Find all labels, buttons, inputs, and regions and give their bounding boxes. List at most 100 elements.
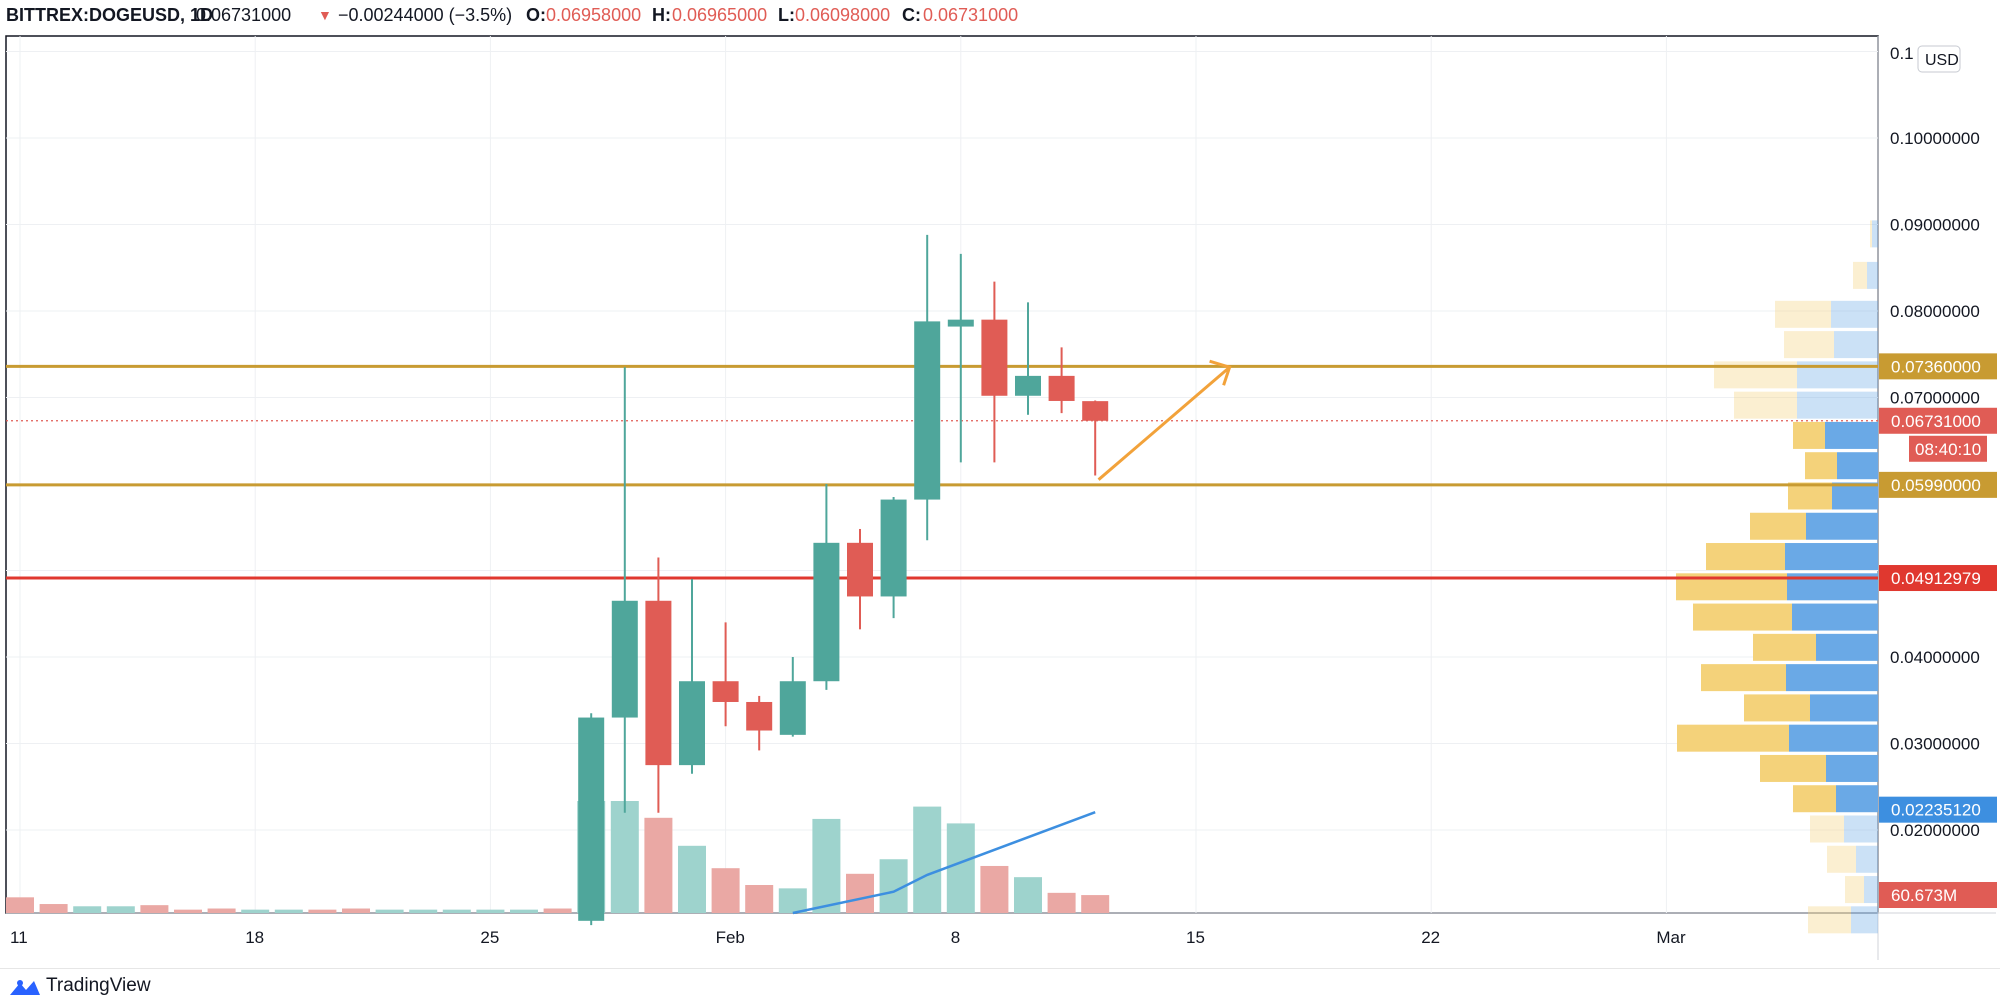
high-value: 0.06965000: [672, 5, 768, 25]
open-value: 0.06958000: [546, 5, 642, 25]
last-price: 0.06731000: [196, 5, 292, 25]
volume-bar: [6, 897, 34, 913]
volume-profile-bar-down: [1856, 845, 1878, 873]
open-label: O:: [526, 5, 546, 25]
volume-profile-bar-down: [1837, 452, 1878, 480]
level-price-label-bg: [1879, 471, 1997, 498]
volume-profile-bar-down: [1810, 694, 1878, 722]
brand-name[interactable]: TradingView: [46, 975, 151, 996]
blue-level-price-label: 0.02235120: [1891, 801, 1981, 820]
volume-profile-bar-up: [1784, 331, 1834, 359]
time-tick-label: 15: [1186, 928, 1205, 947]
volume-bar: [745, 885, 774, 913]
candle-down: [712, 681, 739, 702]
volume-bar: [241, 909, 270, 913]
volume-bar: [644, 817, 673, 913]
volume-profile-bar-down: [1872, 220, 1878, 248]
volume-bar: [39, 904, 68, 913]
volume-bar: [308, 909, 337, 913]
level-price-label: 0.05990000: [1891, 476, 1981, 495]
volume-profile-bar-down: [1826, 754, 1878, 782]
volume-profile-bar-down: [1816, 633, 1878, 661]
volume-profile-bar-down: [1825, 421, 1878, 449]
price-tick-label: 0.09000000: [1890, 216, 1980, 235]
candle-up: [914, 321, 941, 500]
volume-bar: [510, 909, 538, 913]
blue-level-price-label-bg: [1879, 796, 1997, 823]
volume-max-bg: [1879, 882, 1997, 908]
candles: [578, 234, 1109, 926]
tradingview-logo-icon[interactable]: [8, 977, 42, 999]
level-price-label-bg: [1879, 565, 1997, 592]
price-tick-label: 0.10000000: [1890, 129, 1980, 148]
volume-bar: [1014, 877, 1042, 913]
high-label: H:: [652, 5, 671, 25]
volume-bar: [1081, 895, 1110, 913]
time-axis[interactable]: 11 18 25 Feb 8 15 22 Mar: [10, 928, 1686, 947]
footer: TradingView: [0, 968, 2000, 1005]
level-price-label: 0.07360000: [1891, 357, 1981, 376]
volume-bar: [946, 823, 975, 913]
volume-bar: [140, 905, 169, 913]
volume-profile-bar-up: [1845, 876, 1864, 904]
price-tick-label: 0.02000000: [1890, 821, 1980, 840]
candle-up: [679, 681, 705, 766]
candle-up: [779, 681, 806, 735]
price-chart[interactable]: 0.10000000 0.09000000 0.08000000 0.07000000…: [0, 0, 2000, 968]
volume-profile-bar-up: [1827, 845, 1856, 873]
time-tick-label: 18: [245, 928, 264, 947]
currency-badge: [1917, 45, 1961, 73]
volume-profile-bar-down: [1789, 724, 1878, 752]
candle-up: [578, 717, 605, 921]
time-tick-label: Mar: [1656, 928, 1686, 947]
volume-bar: [1047, 892, 1076, 913]
candle-up: [947, 319, 974, 327]
volume-profile-bar-up: [1793, 785, 1836, 813]
last-price-label-bg: [1879, 407, 1997, 434]
price-tick-label: 0.08000000: [1890, 302, 1980, 321]
candle-down: [981, 319, 1008, 396]
countdown-label: 08:40:10: [1915, 440, 1981, 459]
volume-profile-bar-up: [1808, 906, 1851, 934]
symbol-label[interactable]: BITTREX:DOGEUSD, 1D: [6, 5, 214, 25]
volume-profile-bar-up: [1753, 633, 1816, 661]
volume-bar: [812, 818, 841, 913]
price-tick-label: 0.1: [1890, 44, 1914, 63]
volume-ma-line: [792, 811, 1096, 915]
candle-down: [847, 542, 873, 597]
plot-frame: [5, 35, 1879, 914]
volume-profile-bar-up: [1853, 261, 1867, 289]
horizontal-levels[interactable]: [6, 364, 1878, 580]
change-down-icon: ▼: [318, 7, 332, 23]
volume-profile-bar-down: [1844, 815, 1878, 843]
volume-bar: [73, 906, 102, 913]
volume-profile-bar-down: [1851, 906, 1878, 934]
volume-bar: [610, 801, 639, 913]
time-tick-label: 8: [951, 928, 960, 947]
volume-profile-bar-up: [1788, 482, 1832, 510]
volume-bar: [846, 873, 874, 913]
volume-profile-bar-up: [1810, 815, 1844, 843]
volume-profile-bar-down: [1864, 876, 1878, 904]
volume-bar: [543, 908, 572, 913]
volume-profile-bar-up: [1706, 543, 1785, 571]
volume-profile-bar-down: [1836, 785, 1878, 813]
volume-profile-bar-down: [1834, 331, 1878, 359]
volume-profile-bar-up: [1734, 391, 1797, 419]
price-tick-label: 0.07000000: [1890, 389, 1980, 408]
volume-bar: [375, 909, 404, 913]
volume-profile-bar-down: [1832, 482, 1878, 510]
change-value: −0.00244000 (−3.5%): [338, 5, 513, 25]
price-tick-label: 0.03000000: [1890, 735, 1980, 754]
volume-bar: [106, 906, 135, 913]
countdown-bg: [1909, 435, 1987, 462]
overlay: [1097, 359, 1232, 481]
price-axis[interactable]: 0.10000000 0.09000000 0.08000000 0.07000000…: [1890, 44, 1980, 840]
volume-profile-bar-down: [1797, 391, 1878, 419]
volume-bar: [342, 908, 370, 913]
volume-profile-bar-up: [1677, 724, 1789, 752]
grid: [6, 36, 1878, 913]
volume-profile-bar-down: [1785, 543, 1878, 571]
candle-down: [746, 701, 773, 731]
candle-down: [1048, 375, 1075, 401]
